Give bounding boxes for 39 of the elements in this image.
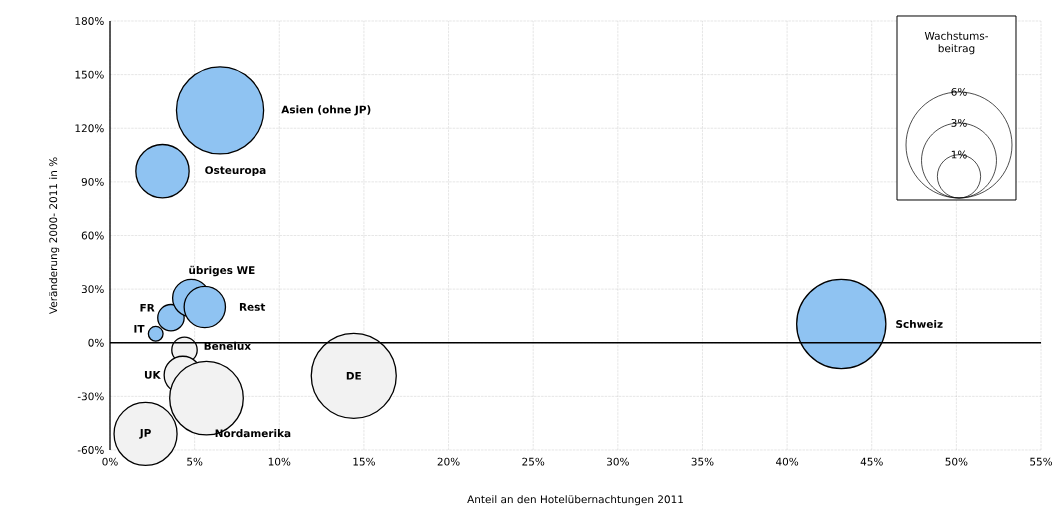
y-tick-label: 60% <box>81 231 104 240</box>
series-label: übriges WE <box>189 265 255 277</box>
y-tick-label: 180% <box>75 17 104 25</box>
legend-label: Rest <box>239 303 266 311</box>
legend-title: Wachstums-beitrag <box>924 31 989 55</box>
series-label: FR <box>140 303 155 312</box>
series-label: JP <box>139 429 151 439</box>
x-tick-label: 40% <box>775 457 799 466</box>
legend-label: Osteuropa <box>205 166 266 177</box>
legend-label: 3% <box>951 118 967 127</box>
series-label: IT <box>134 324 145 333</box>
y-tick-label: -60% <box>77 446 104 454</box>
x-tick-label: 10% <box>268 457 291 466</box>
x-tick-label: 20% <box>437 457 460 466</box>
y-tick-label: 0% <box>88 338 104 347</box>
x-tick-label: 45% <box>860 457 883 466</box>
y-tick-label: 30% <box>81 285 104 294</box>
x-tick-label: 5% <box>187 457 203 466</box>
x-tick-label: 0% <box>102 457 118 466</box>
x-tick-label: 50% <box>945 457 968 466</box>
x-tick-label: 35% <box>691 457 714 466</box>
legend-label: Asien (ohne JP) <box>281 105 371 116</box>
series-label: DE <box>346 371 361 380</box>
x-tick-label: 25% <box>522 457 545 466</box>
x-tick-label: 15% <box>353 457 375 466</box>
x-tick-label: 30% <box>607 457 629 466</box>
series-label: Nordamerika <box>215 429 291 438</box>
y-tick-label: 150% <box>75 70 104 79</box>
series-label: UK <box>144 371 161 379</box>
y-tick-label: 120% <box>75 124 104 133</box>
x-axis-title: Anteil an den Hotelübernachtungen 2011 <box>467 495 683 506</box>
y-tick-label: -30% <box>77 392 104 401</box>
legend-label: Schweiz <box>896 319 943 329</box>
y-axis-title: Veränderung 2000- 2011 in % <box>49 157 60 314</box>
legend-label: Benelux <box>204 341 251 350</box>
x-tick-label: 55% <box>1030 457 1053 466</box>
legend-label: 6% <box>951 87 967 96</box>
y-tick-label: 90% <box>81 177 104 186</box>
legend-label: 1% <box>951 150 967 159</box>
